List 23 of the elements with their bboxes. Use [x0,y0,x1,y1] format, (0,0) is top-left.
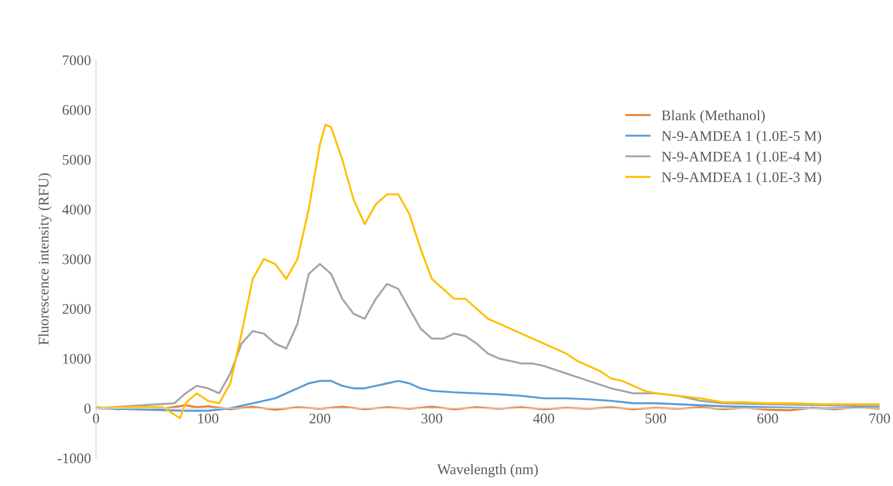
x-tick-label: 300 [422,414,442,424]
y-tick-label: -1000 [58,453,91,464]
x-tick-label: 400 [533,414,554,424]
x-tick-label: 600 [757,414,778,424]
y-tick-label: 1000 [63,354,91,364]
legend-label: Blank (Methanol) [662,110,765,124]
x-tick-label: 200 [310,414,330,424]
x-axis-title: Wavelength (nm) [437,464,538,478]
x-tick-label: 500 [646,414,666,424]
legend-label: N-9-AMDEA 1 (1.0E-4 M) [662,151,822,164]
x-tick-label: 700 [870,414,890,424]
legend-label: N-9-AMDEA 1 (1.0E-5 M) [662,130,822,144]
y-tick-label: 5000 [62,154,91,165]
legend-label: N-9-AMDEA 1 (1.0E-3 M) [662,172,822,186]
y-axis-title: Fluorescence intensity (RFU) [38,173,52,345]
x-tick-label: 100 [198,414,218,424]
y-tick-label: 6000 [62,105,91,115]
line-series [96,380,880,412]
y-tick-label: 7000 [62,55,91,66]
y-tick-label: 4000 [62,204,91,214]
y-tick-label: 3000 [62,254,91,264]
y-tick-label: 2000 [62,304,91,314]
y-tick-label: 0 [84,404,91,414]
